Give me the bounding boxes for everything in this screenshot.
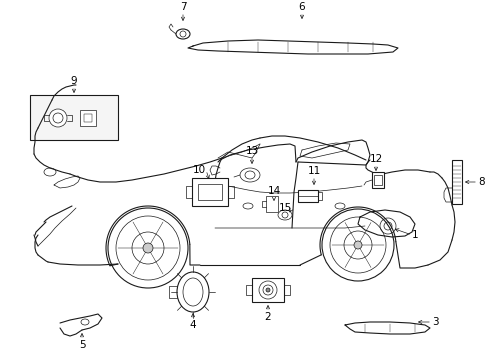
- Text: 13: 13: [245, 146, 258, 156]
- Text: 14: 14: [267, 186, 280, 196]
- Bar: [192, 178, 227, 206]
- Bar: [451, 160, 461, 204]
- Bar: [371, 172, 383, 188]
- Ellipse shape: [321, 209, 393, 281]
- Ellipse shape: [108, 208, 187, 288]
- Text: 10: 10: [192, 165, 205, 175]
- Bar: [297, 190, 317, 202]
- Text: 2: 2: [264, 312, 271, 322]
- Text: 11: 11: [307, 166, 320, 176]
- Ellipse shape: [265, 288, 269, 292]
- Text: 3: 3: [431, 317, 438, 327]
- Ellipse shape: [177, 272, 208, 312]
- Text: 6: 6: [298, 2, 305, 12]
- Text: 1: 1: [411, 230, 418, 240]
- Text: 8: 8: [477, 177, 484, 187]
- Ellipse shape: [353, 241, 361, 249]
- Bar: [251, 278, 284, 302]
- Text: 5: 5: [79, 340, 85, 350]
- Text: 7: 7: [179, 2, 186, 12]
- Bar: [30, 95, 118, 140]
- Bar: [198, 184, 222, 200]
- Text: 12: 12: [368, 154, 382, 164]
- Ellipse shape: [49, 109, 67, 127]
- Ellipse shape: [278, 210, 291, 220]
- Bar: [265, 196, 278, 212]
- Bar: [373, 175, 381, 185]
- Text: 15: 15: [278, 203, 291, 213]
- Ellipse shape: [240, 168, 260, 182]
- Bar: [80, 110, 96, 126]
- Ellipse shape: [142, 243, 153, 253]
- Text: 9: 9: [71, 76, 77, 86]
- Bar: [84, 114, 92, 122]
- Text: 4: 4: [189, 320, 196, 330]
